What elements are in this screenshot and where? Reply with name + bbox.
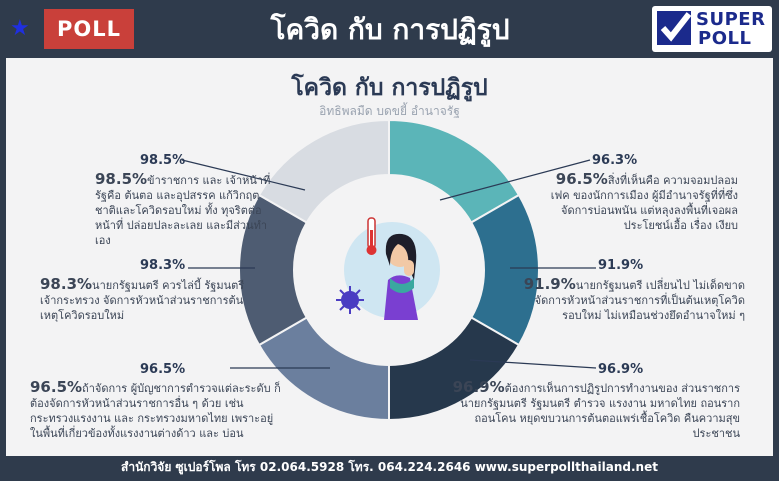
logo-text-poll: POLL [698,28,752,49]
checkmark-icon [657,11,692,45]
slice-percent-label: 98.3% [140,258,186,273]
slice-big-percent: 98.3% [40,275,93,293]
slice-big-percent: 96.9% [452,378,505,396]
page-title: โควิด กับ การปฏิรูป [270,13,510,46]
slice-big-percent: 96.5% [555,170,608,188]
slice-description: 96.9%ต้องการเห็นการปฏิรูปการทำงานของ ส่ว… [452,378,740,440]
poll-badge: POLL [44,9,134,49]
slice-percent-label: 91.9% [598,258,644,273]
footer-contact: สำนักวิจัย ซูเปอร์โพล โทร 02.064.5928 โท… [121,460,658,474]
slice-description: 91.9%นายกรัฐมนตรี เปลี่ยนไป ไม่เด็ดขาด จ… [523,275,745,322]
star-icon: ★ [10,16,30,41]
slice-percent-label: 96.3% [592,153,638,168]
slice-percent-label: 98.5% [140,153,186,168]
donut-slice [257,118,390,224]
slice-percent-label: 96.5% [140,362,186,377]
chart-subtitle: อิทธิพลมืด บดขยี้ อำนาจรัฐ [319,104,460,118]
top-bar: ★ POLL โควิด กับ การปฏิรูป SUPER POLL [0,0,779,58]
leader-line [181,159,306,191]
slice-percent-label: 96.9% [598,362,644,377]
illustration-sick-woman [332,210,447,330]
chart-title: โควิด กับ การปฏิรูป [291,75,488,101]
slice-big-percent: 98.5% [95,170,148,188]
slice-description: 96.5%ถ้าจัดการ ผู้บัญชาการตำรวจแต่ละระดั… [30,378,281,440]
slice-description: 96.5%สิ่งที่เห็นคือ ความจอมปลอม เฟค ของน… [550,170,738,232]
logo-text-super: SUPER [696,9,766,30]
super-poll-logo: SUPER POLL [652,6,772,52]
slice-big-percent: 96.5% [30,378,83,396]
slice-description: 98.3%นายกรัฐมนตรี ควรไล่บี้ รัฐมนตรีเจ้า… [40,275,245,322]
leader-line [439,159,591,201]
slice-big-percent: 91.9% [523,275,576,293]
leader-line [469,359,597,369]
slice-description: 98.5%ข้าราชการ และ เจ้าหน้าที่รัฐคือ ต้น… [95,170,271,247]
